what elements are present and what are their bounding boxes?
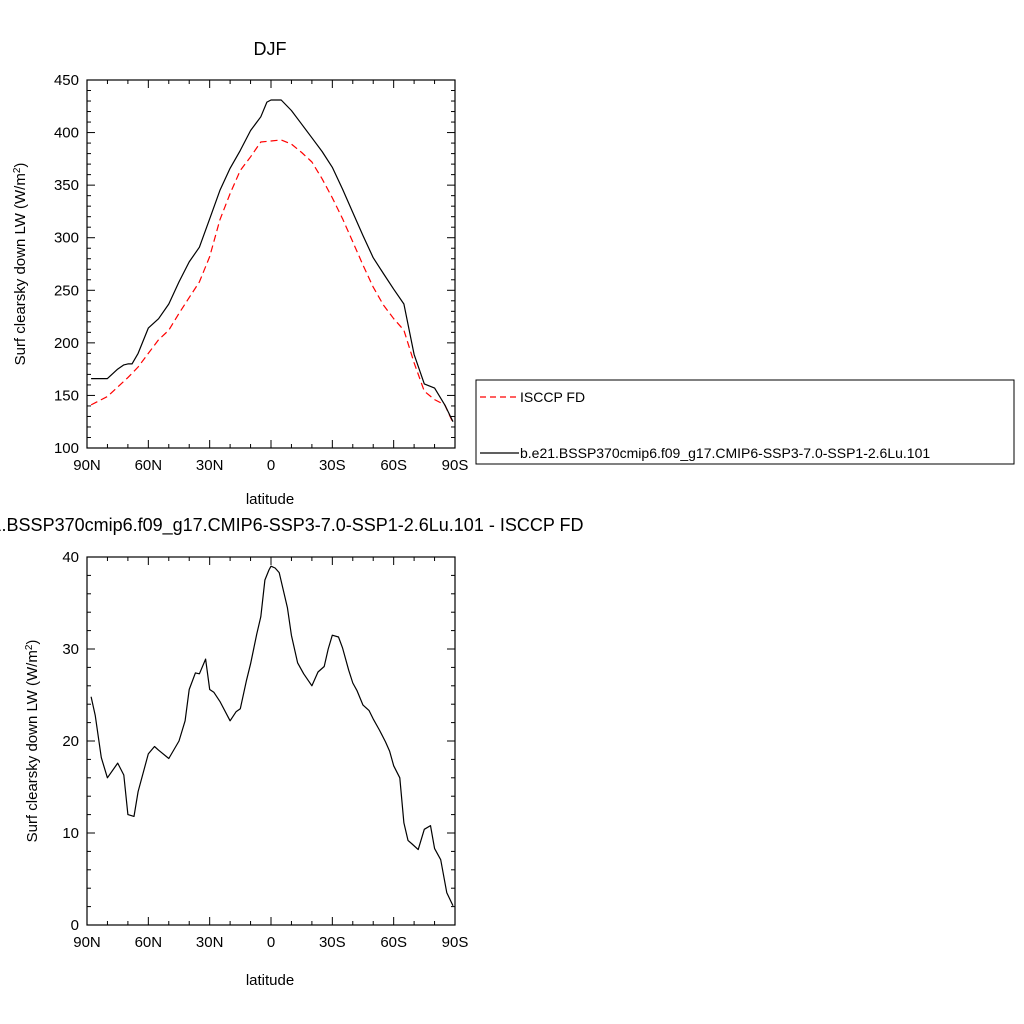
x-axis-label-bottom: latitude: [246, 972, 294, 989]
series-line-model: [90, 565, 454, 906]
y-tick-label: 250: [54, 282, 79, 299]
x-tick-label: 0: [267, 457, 275, 474]
y-tick-label: 0: [71, 917, 79, 934]
chart-title-bottom: b.e21.BSSP370cmip6.f09_g17.CMIP6-SSP3-7.…: [0, 515, 584, 536]
x-tick-label: 30S: [319, 457, 346, 474]
x-tick-label: 90S: [442, 934, 469, 951]
x-tick-label: 60N: [135, 457, 163, 474]
y-tick-label: 30: [62, 641, 79, 658]
legend-label-isccp: ISCCP FD: [520, 389, 585, 405]
y-tick-label: 200: [54, 335, 79, 352]
y-axis-label-bottom: Surf clearsky down LW (W/m2): [24, 640, 42, 843]
plot-area-bottom: 0 10 20 30 40 90N 60N 30N 0 30S 60S 90S: [62, 549, 468, 951]
x-tick-label: 90N: [73, 457, 101, 474]
legend-box: [475, 379, 1015, 465]
y-tick-label: 10: [62, 825, 79, 842]
panel-bottom: b.e21.BSSP370cmip6.f09_g17.CMIP6-SSP3-7.…: [0, 515, 584, 989]
plot-frame: [86, 79, 456, 449]
x-tick-label: 30S: [319, 934, 346, 951]
legend: ISCCP FD b.e21.BSSP370cmip6.f09_g17.CMIP…: [475, 379, 1015, 465]
x-tick-label: 60N: [135, 934, 163, 951]
y-tick-label: 20: [62, 733, 79, 750]
y-tick-label: 40: [62, 549, 79, 566]
x-tick-label: 60S: [380, 934, 407, 951]
legend-label-model: b.e21.BSSP370cmip6.f09_g17.CMIP6-SSP3-7.…: [520, 445, 930, 461]
x-tick-label: 30N: [196, 934, 224, 951]
y-tick-label: 150: [54, 387, 79, 404]
panel-top: DJF 100 150 200 250 300 350 400 450 90N 60N 30N 0 30…: [12, 39, 1015, 508]
x-tick-label: 90N: [73, 934, 101, 951]
y-tick-label: 100: [54, 440, 79, 457]
x-tick-label: 90S: [442, 457, 469, 474]
x-tick-label: 0: [267, 934, 275, 951]
x-tick-label: 30N: [196, 457, 224, 474]
plot-frame: [86, 556, 456, 926]
chart-title-top: DJF: [254, 39, 287, 59]
series-line-model: [91, 99, 454, 422]
y-tick-label: 400: [54, 125, 79, 142]
plot-area-top: 100 150 200 250 300 350 400 450 90N 60N 30N 0 30S 60S…: [54, 72, 468, 474]
series-line-isccp: [90, 139, 454, 424]
y-tick-label: 350: [54, 177, 79, 194]
x-axis-label-top: latitude: [246, 491, 294, 508]
y-tick-label: 450: [54, 72, 79, 89]
y-tick-label: 300: [54, 230, 79, 247]
y-axis-label-top: Surf clearsky down LW (W/m2): [12, 163, 30, 366]
x-tick-label: 60S: [380, 457, 407, 474]
